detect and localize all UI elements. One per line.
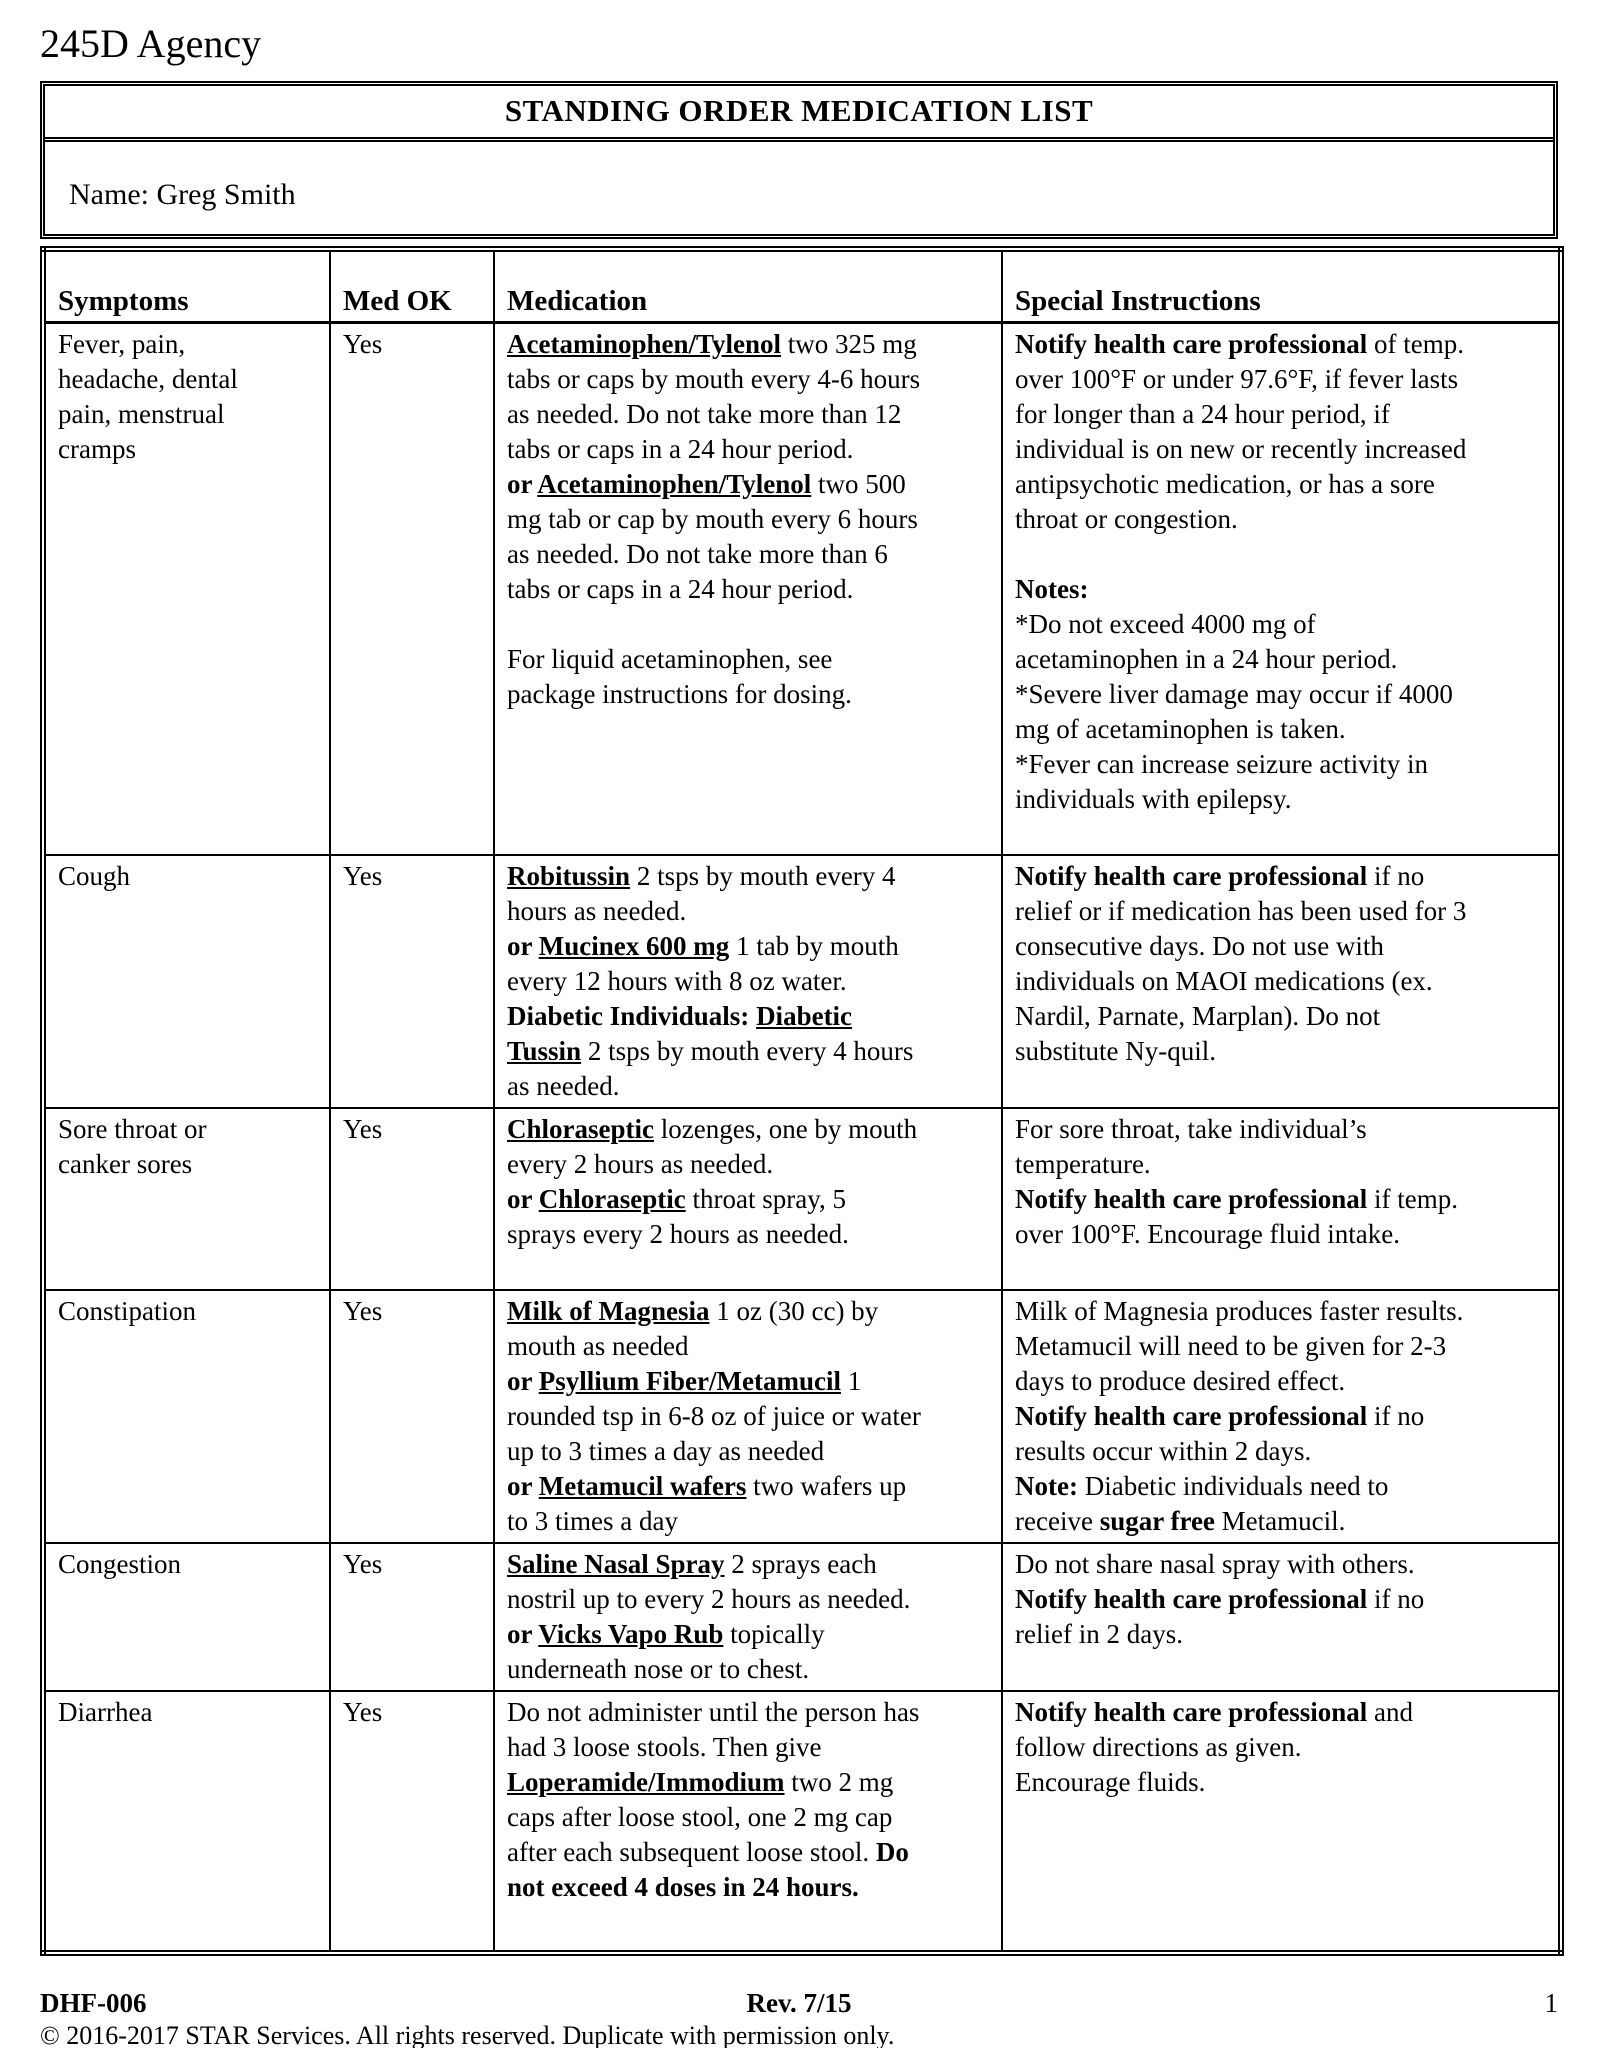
title-bar: STANDING ORDER MEDICATION LIST	[45, 86, 1553, 142]
symptoms-cell: Cough	[42, 853, 331, 1109]
med-ok-cell: Yes	[329, 1106, 495, 1291]
med-ok-cell: Yes	[329, 1689, 495, 1954]
med-ok-cell: Yes	[329, 321, 495, 856]
special-instructions-cell: Notify health care professional of temp.…	[1001, 321, 1562, 856]
special-instructions-cell: Milk of Magnesia produces faster results…	[1001, 1288, 1562, 1544]
medication-cell: Robitussin 2 tsps by mouth every 4 hours…	[493, 853, 1003, 1109]
symptoms-cell: Congestion	[42, 1541, 331, 1692]
symptoms-cell: Constipation	[42, 1288, 331, 1544]
medication-cell: Milk of Magnesia 1 oz (30 cc) by mouth a…	[493, 1288, 1003, 1544]
medication-cell: Do not administer until the person has h…	[493, 1689, 1003, 1954]
medication-table: Symptoms Med OK Medication Special Instr…	[40, 246, 1564, 1956]
name-row: Name: Greg Smith	[45, 142, 1553, 234]
document-title: STANDING ORDER MEDICATION LIST	[504, 93, 1094, 128]
special-instructions-cell: For sore throat, take individual’s tempe…	[1001, 1106, 1562, 1291]
page-footer: DHF-006 Rev. 7/15 1	[40, 1988, 1558, 2019]
special-instructions-cell: Notify health care professional if no re…	[1001, 853, 1562, 1109]
form-number: DHF-006	[40, 1987, 147, 2018]
medication-cell: Chloraseptic lozenges, one by mouth ever…	[493, 1106, 1003, 1291]
agency-heading: 245D Agency	[40, 21, 262, 66]
table-row-constipation: Constipation Yes Milk of Magnesia 1 oz (…	[42, 1288, 1562, 1544]
table-row-cough: Cough Yes Robitussin 2 tsps by mouth eve…	[42, 853, 1562, 1109]
table-row-congestion: Congestion Yes Saline Nasal Spray 2 spra…	[42, 1541, 1562, 1692]
special-instructions-cell: Notify health care professional and foll…	[1001, 1689, 1562, 1954]
table-row-diarrhea: Diarrhea Yes Do not administer until the…	[42, 1689, 1562, 1954]
med-ok-cell: Yes	[329, 1288, 495, 1544]
med-ok-cell: Yes	[329, 1541, 495, 1692]
symptoms-cell: Sore throat or canker sores	[42, 1106, 331, 1291]
header-medication: Medication	[493, 248, 1003, 324]
table-header-row: Symptoms Med OK Medication Special Instr…	[42, 248, 1562, 324]
symptoms-cell: Fever, pain, headache, dental pain, mens…	[42, 321, 331, 856]
special-instructions-cell: Do not share nasal spray with others. No…	[1001, 1541, 1562, 1692]
copyright-line: © 2016-2017 STAR Services. All rights re…	[40, 2020, 895, 2048]
title-name-box: STANDING ORDER MEDICATION LIST Name: Gre…	[40, 81, 1558, 239]
header-med-ok: Med OK	[329, 248, 495, 324]
header-special-instructions: Special Instructions	[1001, 248, 1562, 324]
medication-cell: Saline Nasal Spray 2 sprays each nostril…	[493, 1541, 1003, 1692]
revision-label: Rev. 7/15	[746, 1987, 852, 2018]
med-ok-cell: Yes	[329, 853, 495, 1109]
header-symptoms: Symptoms	[42, 248, 331, 324]
symptoms-cell: Diarrhea	[42, 1689, 331, 1954]
table-row-sore-throat: Sore throat or canker sores Yes Chlorase…	[42, 1106, 1562, 1291]
medication-cell: Acetaminophen/Tylenol two 325 mg tabs or…	[493, 321, 1003, 856]
name-field: Name: Greg Smith	[69, 178, 296, 211]
table-row-fever: Fever, pain, headache, dental pain, mens…	[42, 321, 1562, 856]
page-number: 1	[1544, 1987, 1559, 2018]
